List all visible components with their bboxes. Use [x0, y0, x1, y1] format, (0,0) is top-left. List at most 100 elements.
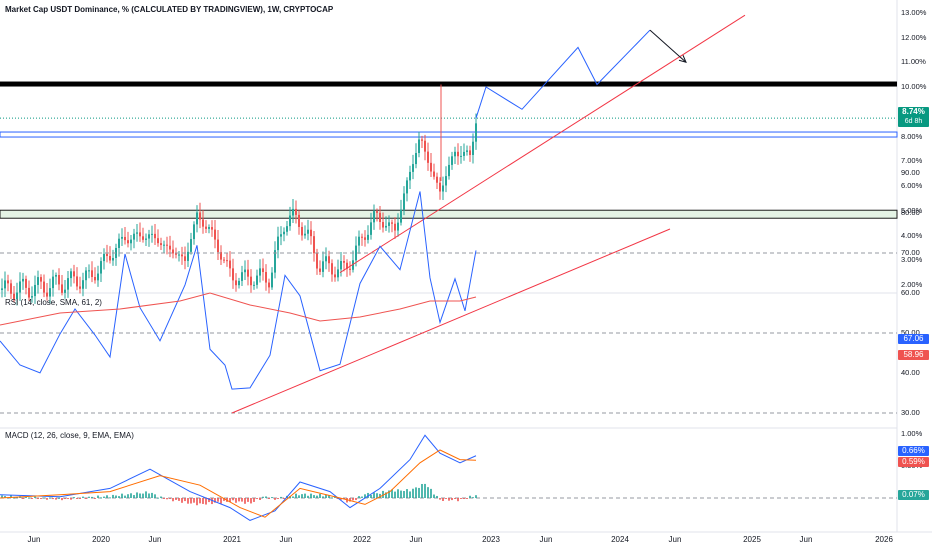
last-price-tag: 8.74% 6d 8h: [898, 107, 929, 127]
candle-body: [76, 276, 78, 287]
macd-histogram-bar: [475, 495, 477, 498]
candle-body: [73, 271, 75, 277]
candle-body: [409, 171, 411, 181]
macd-histogram-bar: [469, 495, 471, 498]
time-tick-label: Jun: [279, 535, 293, 544]
candle-body: [376, 211, 378, 213]
macd-histogram-bar: [112, 494, 114, 498]
macd-tick-label: 1.00%: [901, 429, 923, 438]
candle-body: [316, 253, 318, 269]
macd-histogram-bar: [304, 493, 306, 498]
macd-histogram-bar: [292, 496, 294, 498]
candle-body: [472, 141, 474, 155]
macd-histogram-bar: [100, 497, 102, 499]
macd-histogram-bar: [436, 495, 438, 498]
macd-histogram-bar: [4, 496, 6, 498]
rsi-tick-label: 30.00: [901, 408, 920, 417]
candle-body: [61, 284, 63, 293]
macd-histogram-bar: [211, 498, 213, 505]
macd-histogram-bar: [85, 498, 87, 499]
candle-body: [94, 276, 96, 281]
candle-body: [454, 151, 456, 157]
price-tick-label: 3.00%: [901, 255, 923, 265]
candle-body: [97, 273, 99, 281]
time-tick-label: Jun: [148, 535, 162, 544]
ascending-trendline: [339, 14, 746, 274]
macd-histogram-bar: [352, 498, 354, 501]
time-tick-label: Jun: [409, 535, 423, 544]
macd-histogram-bar: [250, 498, 252, 504]
candle-body: [334, 274, 336, 278]
macd-histogram-bar: [184, 498, 186, 502]
macd-histogram-bar: [25, 496, 27, 498]
rsi-tick-label: 70.00: [901, 248, 920, 257]
candle-body: [355, 245, 357, 261]
histogram-value-tag: 0.07%: [898, 490, 929, 500]
macd-histogram-bar: [34, 496, 36, 498]
candle-body: [343, 261, 345, 263]
macd-histogram-bar: [394, 491, 396, 498]
macd-histogram-bar: [241, 498, 243, 502]
macd-histogram-bar: [1, 495, 3, 498]
macd-histogram-bar: [46, 498, 48, 500]
time-tick-label: 2023: [482, 535, 500, 544]
candle-body: [253, 284, 255, 286]
candle-body: [208, 227, 210, 229]
macd-histogram-bar: [52, 498, 54, 500]
macd-histogram-bar: [298, 495, 300, 498]
candle-body: [28, 287, 30, 298]
candle-body: [445, 176, 447, 186]
candle-body: [289, 215, 291, 227]
countdown-value: 6d 8h: [904, 118, 923, 125]
candle-body: [373, 211, 375, 223]
candle-body: [10, 283, 12, 294]
macd-histogram-bar: [169, 498, 171, 499]
macd-histogram-bar: [148, 493, 150, 498]
candle-body: [205, 226, 207, 229]
candle-body: [142, 236, 144, 240]
candle-body: [337, 269, 339, 278]
macd-histogram-bar: [322, 496, 324, 498]
macd-histogram-bar: [379, 493, 381, 498]
candle-body: [217, 239, 219, 253]
candle-body: [382, 221, 384, 228]
candle-body: [241, 272, 243, 281]
candle-body: [163, 244, 165, 246]
candle-body: [70, 271, 72, 279]
macd-histogram-bar: [37, 498, 39, 500]
candle-body: [109, 256, 111, 261]
macd-histogram-bar: [388, 490, 390, 498]
macd-histogram-bar: [145, 491, 147, 498]
price-tick-label: 8.00%: [901, 131, 923, 141]
candle-body: [313, 236, 315, 254]
candle-body: [340, 261, 342, 270]
candle-body: [466, 150, 468, 152]
macd-histogram-bar: [217, 498, 219, 502]
macd-histogram-bar: [463, 498, 465, 499]
macd-histogram-bar: [31, 498, 33, 499]
candle-body: [223, 259, 225, 261]
macd-line: [0, 434, 477, 521]
macd-histogram-bar: [166, 498, 168, 500]
macd-histogram-bar: [202, 498, 204, 504]
candle-body: [13, 293, 15, 300]
macd-histogram-bar: [442, 498, 444, 501]
candle-body: [451, 156, 453, 165]
macd-histogram-bar: [319, 493, 321, 498]
candle-body: [379, 212, 381, 222]
candle-body: [418, 139, 420, 154]
macd-histogram-bar: [310, 493, 312, 498]
candle-body: [79, 286, 81, 289]
candle-body: [469, 150, 471, 155]
candle-body: [364, 237, 366, 240]
candle-body: [22, 278, 24, 282]
candle-body: [328, 256, 330, 264]
macd-histogram-bar: [358, 496, 360, 498]
candle-body: [250, 276, 252, 286]
macd-histogram-bar: [49, 497, 51, 499]
candle-body: [352, 260, 354, 270]
macd-histogram-bar: [13, 497, 15, 499]
macd-histogram-bar: [403, 490, 405, 498]
macd-histogram-bar: [433, 494, 435, 498]
